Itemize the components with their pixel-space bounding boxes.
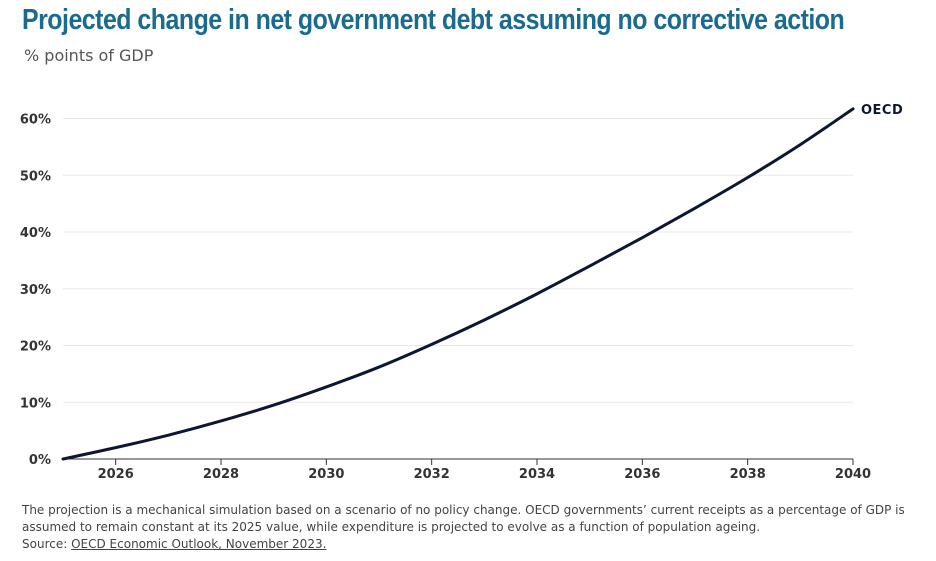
x-tick-label: 2040 <box>835 467 871 482</box>
series-layer: OECD <box>61 103 903 461</box>
x-tick-label: 2034 <box>519 467 555 482</box>
source-link[interactable]: OECD Economic Outlook, November 2023. <box>71 537 327 551</box>
source-label: Source: <box>22 537 68 551</box>
footnote-note: The projection is a mechanical simulatio… <box>22 503 905 534</box>
footnote-source: Source: OECD Economic Outlook, November … <box>22 536 922 553</box>
x-tick-label: 2026 <box>98 467 134 482</box>
y-tick-label: 0% <box>29 453 51 468</box>
chart-title: Projected change in net government debt … <box>22 4 845 36</box>
x-tick-label: 2030 <box>308 467 344 482</box>
footnote: The projection is a mechanical simulatio… <box>22 502 922 553</box>
chart-subtitle: % points of GDP <box>24 46 154 65</box>
y-tick-label: 50% <box>20 169 51 184</box>
y-tick-label: 10% <box>20 396 51 411</box>
y-tick-label: 30% <box>20 283 51 298</box>
y-tick-label: 60% <box>20 113 51 128</box>
series-label: OECD <box>861 103 903 118</box>
series-line-oecd <box>61 107 855 461</box>
x-tick-label: 2028 <box>203 467 239 482</box>
x-tick-label: 2032 <box>414 467 450 482</box>
y-tick-label: 20% <box>20 340 51 355</box>
gridlines <box>63 118 853 403</box>
x-tick-label: 2038 <box>730 467 766 482</box>
x-axis: 2026 2028 2030 2032 2034 2036 2038 2040 <box>63 458 871 482</box>
y-axis: 0% 10% 20% 30% 40% 50% 60% <box>20 113 51 469</box>
x-tick-label: 2036 <box>624 467 660 482</box>
y-tick-label: 40% <box>20 226 51 241</box>
